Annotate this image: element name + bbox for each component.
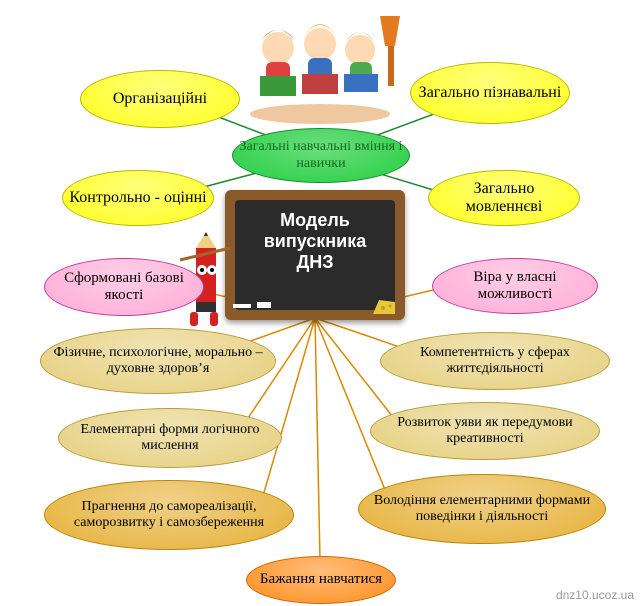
center-chalkboard: Модель випускника ДНЗ	[225, 190, 405, 320]
node-label: Розвиток уяви як передумови креативності	[371, 415, 599, 447]
node-base: Сформовані базові якості	[44, 258, 204, 316]
chalk-marks-icon	[233, 300, 293, 314]
hub-skills-node: Загальні навчальні вміння і навички	[232, 128, 410, 183]
node-label: Володіння елементарними формами поведінк…	[359, 493, 605, 525]
node-pizn: Загально пізнавальні	[410, 62, 570, 124]
node-comp: Компетентність у сферах життєдіяльності	[380, 332, 610, 390]
node-label: Контрольно - оцінні	[63, 189, 212, 207]
node-health: Фізичне, психологічне, морально – духовн…	[40, 328, 276, 394]
node-wish: Бажання навчатися	[246, 556, 396, 604]
diagram-stage: Загальні навчальні вміння і навички Моде…	[0, 0, 640, 606]
node-label: Прагнення до самореалізації, саморозвитк…	[45, 499, 293, 531]
kids-reading-icon	[230, 6, 410, 126]
node-label: Організаційні	[107, 90, 213, 108]
node-label: Компетентність у сферах життєдіяльності	[381, 345, 609, 377]
node-label: Елементарні форми логічного мислення	[59, 422, 281, 454]
node-behav: Володіння елементарними формами поведінк…	[358, 474, 606, 544]
node-logic: Елементарні форми логічного мислення	[58, 408, 282, 468]
node-label: Загально пізнавальні	[413, 84, 568, 102]
node-creat: Розвиток уяви як передумови креативності	[370, 402, 600, 460]
watermark-text: dnz10.ucoz.ua	[556, 588, 634, 602]
node-org: Організаційні	[80, 70, 240, 128]
node-label: Віра у власні можливості	[433, 269, 597, 304]
node-label: Фізичне, психологічне, морально – духовн…	[41, 345, 275, 377]
node-self: Прагнення до самореалізації, саморозвитк…	[44, 480, 294, 550]
node-vira: Віра у власні можливості	[432, 258, 598, 314]
node-label: Сформовані базові якості	[45, 270, 203, 305]
hub-label: Загальні навчальні вміння і навички	[233, 139, 409, 171]
node-label: Загально мовленнєві	[429, 180, 579, 217]
node-movl: Загально мовленнєві	[428, 170, 580, 226]
center-title: Модель випускника ДНЗ	[264, 210, 367, 273]
node-label: Бажання навчатися	[254, 571, 388, 588]
node-ctrl: Контрольно - оцінні	[62, 170, 214, 226]
cheese-icon	[373, 300, 395, 316]
